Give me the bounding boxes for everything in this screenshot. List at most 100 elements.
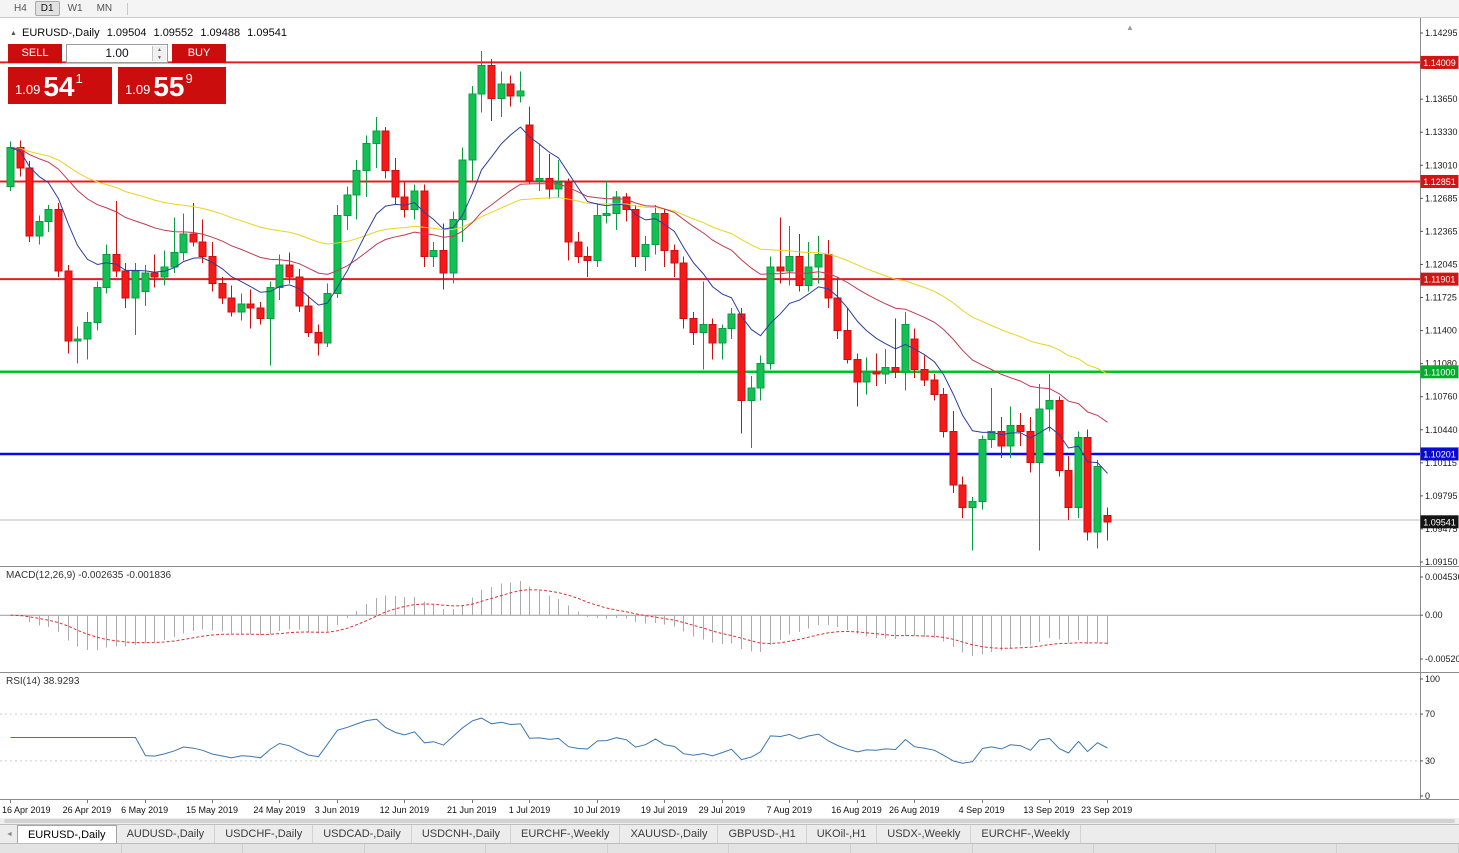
svg-text:1.12365: 1.12365 xyxy=(1425,226,1458,236)
time-tick xyxy=(471,800,473,803)
svg-text:1.09541: 1.09541 xyxy=(1423,517,1456,527)
volume-decrease-button[interactable]: ▼ xyxy=(157,55,162,61)
time-label: 16 Apr 2019 xyxy=(2,805,51,815)
chart-tab-usdcnh[interactable]: USDCNH-,Daily xyxy=(412,825,512,843)
time-tick xyxy=(144,800,146,803)
svg-text:1.11400: 1.11400 xyxy=(1425,326,1457,336)
svg-text:1.14009: 1.14009 xyxy=(1423,58,1456,68)
timeframe-toolbar: H4 D1 W1 MN xyxy=(0,0,1459,18)
svg-text:1.12045: 1.12045 xyxy=(1425,259,1458,269)
volume-input[interactable]: 1.00 ▲ ▼ xyxy=(66,44,168,63)
svg-text:0.00: 0.00 xyxy=(1425,610,1443,620)
buy-price-digits: 55 xyxy=(153,71,185,102)
chart-tab-usdx[interactable]: USDX-,Weekly xyxy=(877,825,972,843)
buy-price-button[interactable]: 1.09 55 9 xyxy=(118,67,226,104)
status-segment xyxy=(973,844,1095,853)
time-label: 21 Jun 2019 xyxy=(446,805,497,815)
chart-tab-eurchf[interactable]: EURCHF-,Weekly xyxy=(511,825,621,843)
time-tick xyxy=(1106,800,1108,803)
time-tick xyxy=(529,800,531,803)
status-segment xyxy=(1094,844,1216,853)
chart-tabs-bar: ◄ EURUSD-,Daily AUDUSD-,Daily USDCHF-,Daily… xyxy=(0,824,1459,843)
time-label: 26 Apr 2019 xyxy=(62,805,112,815)
tab-scroll-left-button[interactable]: ◄ xyxy=(6,831,13,838)
time-tick xyxy=(596,800,598,803)
chart-tab-eurusd[interactable]: EURUSD-,Daily xyxy=(16,825,117,843)
time-label: 15 May 2019 xyxy=(185,805,239,815)
timeframe-button-h4[interactable]: H4 xyxy=(14,3,27,14)
svg-text:1.09150: 1.09150 xyxy=(1425,557,1458,567)
svg-text:1.11725: 1.11725 xyxy=(1425,293,1457,303)
status-segment xyxy=(486,844,608,853)
time-label: 1 Jul 2019 xyxy=(508,805,551,815)
buy-button[interactable]: BUY xyxy=(172,44,226,63)
sell-price-button[interactable]: 1.09 54 1 xyxy=(8,67,112,104)
svg-text:RSI(14) 38.9293: RSI(14) 38.9293 xyxy=(6,676,80,687)
buy-price-pipette: 9 xyxy=(185,71,193,86)
time-tick xyxy=(664,800,666,803)
svg-text:-0.00520: -0.00520 xyxy=(1425,654,1459,664)
timeframe-button-mn[interactable]: MN xyxy=(96,3,113,14)
time-tick xyxy=(789,800,791,803)
buy-price-prefix: 1.09 xyxy=(125,82,151,97)
status-segment xyxy=(608,844,730,853)
candlestick-chart[interactable]: 1.142951.139701.136501.133301.130101.126… xyxy=(0,18,1459,800)
svg-text:1.09795: 1.09795 xyxy=(1425,491,1458,501)
time-tick xyxy=(1048,800,1050,803)
chart-low-value: 1.09488 xyxy=(200,27,241,39)
chart-tab-ukoil[interactable]: UKOil-,H1 xyxy=(807,825,878,843)
chart-tab-usdcad[interactable]: USDCAD-,Daily xyxy=(313,825,412,843)
status-segment xyxy=(122,844,244,853)
chart-tab-usdchf[interactable]: USDCHF-,Daily xyxy=(215,825,314,843)
time-label: 12 Jun 2019 xyxy=(379,805,430,815)
chart-symbol-label: EURUSD-,Daily xyxy=(22,27,100,39)
time-tick xyxy=(856,800,858,803)
chart-tab-gbpusd[interactable]: GBPUSD-,H1 xyxy=(718,825,807,843)
svg-text:1.11000: 1.11000 xyxy=(1424,367,1456,377)
time-label: 10 Jul 2019 xyxy=(573,805,621,815)
chart-high-value: 1.09552 xyxy=(153,27,194,39)
sell-button[interactable]: SELL xyxy=(8,44,62,63)
time-tick xyxy=(721,800,723,803)
horizontal-scrollbar[interactable] xyxy=(0,818,1459,824)
time-label: 16 Aug 2019 xyxy=(831,805,882,815)
volume-increase-button[interactable]: ▲ xyxy=(157,47,162,53)
time-tick xyxy=(86,800,88,803)
time-tick xyxy=(10,800,11,803)
time-tick xyxy=(337,800,339,803)
timeframe-button-w1[interactable]: W1 xyxy=(67,3,83,14)
svg-text:1.11901: 1.11901 xyxy=(1424,275,1456,285)
collapse-triangle-icon[interactable]: ▲ xyxy=(10,30,17,37)
svg-text:1.13330: 1.13330 xyxy=(1425,127,1458,137)
auto-scroll-marker-icon[interactable]: ▲ xyxy=(1126,23,1134,32)
sell-price-digits: 54 xyxy=(43,71,75,102)
chart-close-value: 1.09541 xyxy=(247,27,287,39)
status-segment xyxy=(729,844,852,853)
svg-text:30: 30 xyxy=(1425,756,1435,766)
svg-text:1.10440: 1.10440 xyxy=(1425,425,1458,435)
timeframe-button-d1[interactable]: D1 xyxy=(34,1,60,16)
time-label: 29 Jul 2019 xyxy=(698,805,746,815)
time-label: 26 Aug 2019 xyxy=(888,805,940,815)
time-tick xyxy=(404,800,406,803)
svg-text:1.13650: 1.13650 xyxy=(1425,94,1458,104)
status-segment xyxy=(0,844,122,853)
status-segment xyxy=(365,844,487,853)
svg-text:1.12685: 1.12685 xyxy=(1425,193,1458,203)
svg-text:1.10115: 1.10115 xyxy=(1425,458,1457,468)
volume-spinner: ▲ ▼ xyxy=(152,46,166,61)
svg-text:70: 70 xyxy=(1425,709,1435,719)
time-label: 3 Jun 2019 xyxy=(314,805,360,815)
status-bar xyxy=(0,843,1459,853)
scrollbar-thumb[interactable] xyxy=(4,819,1455,823)
svg-text:1.11080: 1.11080 xyxy=(1425,359,1457,369)
time-tick xyxy=(212,800,214,803)
chart-tab-xauusd[interactable]: XAUUSD-,Daily xyxy=(620,825,719,843)
chart-tab-audusd[interactable]: AUDUSD-,Daily xyxy=(117,825,216,843)
svg-text:1.14295: 1.14295 xyxy=(1425,28,1458,38)
chart-tab-eurchf[interactable]: EURCHF-,Weekly xyxy=(971,825,1081,843)
status-segment xyxy=(243,844,365,853)
svg-text:1.12851: 1.12851 xyxy=(1423,177,1456,187)
svg-text:0: 0 xyxy=(1425,791,1430,800)
